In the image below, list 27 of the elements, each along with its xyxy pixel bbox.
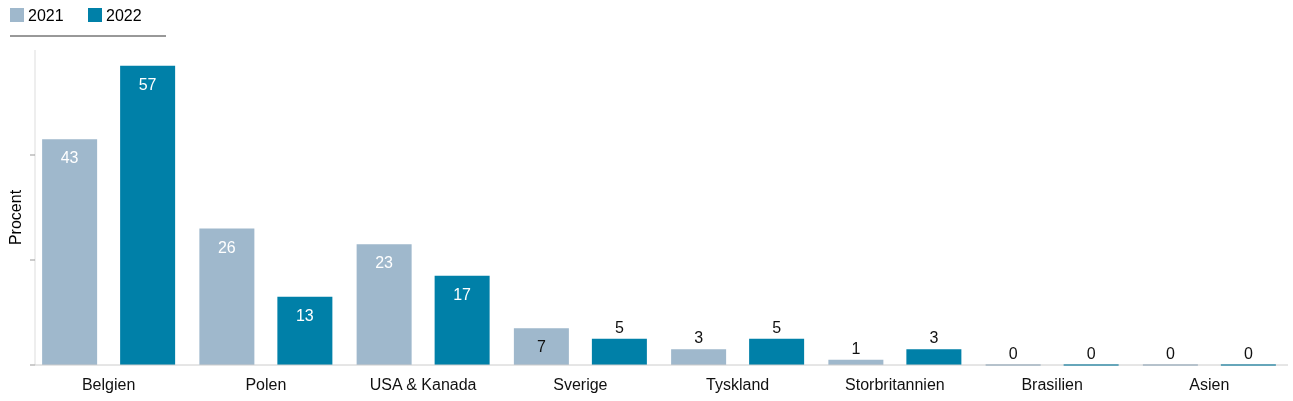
legend-label: 2021 [28,7,64,24]
x-tick-label: Belgien [81,376,136,393]
x-tick-label: Polen [245,376,287,393]
x-tick-label: Asien [1189,376,1230,393]
data-label: 57 [138,75,157,93]
y-axis-title: Procent [7,189,24,246]
x-tick-label: Tyskland [706,376,770,393]
data-label: 5 [614,318,624,336]
data-label: 1 [851,339,861,357]
data-label: 0 [1243,345,1253,362]
data-label: 0 [1165,345,1175,362]
data-label: 17 [453,285,472,303]
x-tick-label: USA & Kanada [369,376,477,393]
data-label: 23 [375,254,394,272]
data-label: 0 [1086,345,1096,362]
x-tick-label: Sverige [553,376,608,393]
data-label: 43 [60,149,79,167]
data-label: 3 [929,329,939,347]
data-label: 13 [295,306,314,324]
x-tick-label: Storbritannien [845,376,945,393]
data-label: 26 [217,238,236,256]
data-label: 5 [772,318,782,336]
data-label: 0 [1008,345,1018,362]
x-tick-label: Brasilien [1021,376,1083,393]
data-label: 7 [536,338,546,356]
data-label: 3 [694,329,704,347]
legend-label: 2022 [106,7,142,24]
